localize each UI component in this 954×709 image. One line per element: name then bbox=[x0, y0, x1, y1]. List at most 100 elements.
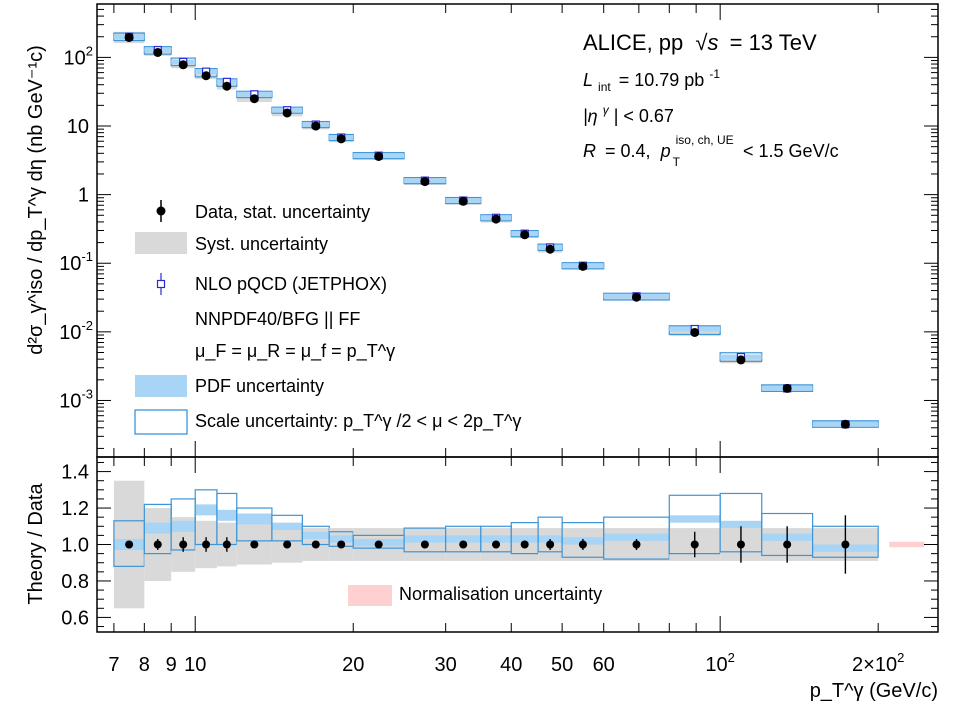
ratio-data-point bbox=[632, 540, 641, 549]
ratio-data-point bbox=[736, 540, 745, 549]
ratio-data-point bbox=[690, 540, 699, 549]
bottom-y-ticks: 0.6 0.8 1.0 1.2 1.4 bbox=[61, 462, 938, 629]
ratio-data-point bbox=[578, 540, 587, 549]
top-y-tick-label: 10 bbox=[67, 116, 89, 138]
bottom-y-tick-label: 1.4 bbox=[61, 462, 89, 484]
top-data-point bbox=[222, 81, 232, 91]
bottom-y-axis-label: Theory / Data bbox=[25, 483, 47, 605]
x-tick-label: 20 bbox=[342, 654, 364, 676]
info-eta-sup: γ bbox=[603, 103, 610, 117]
top-data-point bbox=[840, 419, 850, 429]
bottom-y-axis-title: Theory / Data bbox=[25, 483, 47, 605]
x-tick-label: 60 bbox=[593, 654, 615, 676]
norm-legend-swatch bbox=[348, 585, 392, 606]
info-eta-symbol: |η bbox=[583, 106, 598, 126]
info-block: ALICE, pp √s = 13 TeV L int = 10.79 pb -… bbox=[583, 30, 839, 170]
ratio-data-point bbox=[222, 540, 231, 549]
bottom-plot-frame bbox=[96, 456, 939, 633]
top-data-point bbox=[458, 196, 468, 206]
ratio-pdf-band bbox=[302, 531, 330, 540]
x-tick-label: 40 bbox=[500, 654, 522, 676]
legend: Data, stat. uncertainty Syst. uncertaint… bbox=[134, 200, 521, 435]
top-bands bbox=[113, 31, 879, 428]
info-eta-cut: | < 0.67 bbox=[614, 106, 674, 126]
top-data-point bbox=[545, 244, 555, 254]
x-tick-label: 2×102 bbox=[852, 650, 904, 676]
top-data-point bbox=[782, 383, 792, 393]
top-data-point bbox=[201, 71, 211, 81]
top-data-point bbox=[178, 60, 188, 70]
top-data-point bbox=[249, 94, 259, 104]
ratio-data-point bbox=[337, 540, 346, 549]
x-tick-label: 10 bbox=[184, 654, 206, 676]
ratio-pdf-band bbox=[445, 535, 481, 543]
legend-data-marker bbox=[156, 200, 166, 222]
top-y-tick-label: 10-2 bbox=[59, 318, 93, 344]
top-data-point bbox=[124, 32, 134, 42]
top-y-axis-label: d²σ_γ^iso / dp_T^γ dη (nb GeV⁻¹c) bbox=[25, 45, 47, 355]
info-pt-sup: iso, ch, UE bbox=[676, 133, 734, 147]
normalisation-box bbox=[889, 541, 925, 548]
ratio-data-point bbox=[250, 540, 259, 549]
info-lumi-value: = 10.79 pb bbox=[619, 70, 705, 90]
ratio-data-point bbox=[520, 540, 529, 549]
ratio-data-point bbox=[783, 540, 792, 549]
svg-text:|η γ | < 0.67: |η γ | < 0.67 bbox=[583, 98, 674, 126]
top-x-ticks bbox=[113, 4, 879, 457]
norm-legend-label: Normalisation uncertainty bbox=[399, 584, 602, 604]
top-y-ticks: 10-3 10-2 10-1 1 10 102 bbox=[59, 3, 938, 449]
ratio-pdf-band bbox=[480, 535, 512, 543]
legend-pdfset-label: NNPDF40/BFG || FF bbox=[195, 309, 360, 329]
ratio-data-point bbox=[841, 540, 850, 549]
info-sqrt-s: √s bbox=[695, 30, 718, 55]
svg-text:L int = 10.79: L int = 10.79 pb -1 bbox=[583, 67, 720, 95]
svg-text:ALICE, pp √s =: ALICE, pp √s = 13 TeV bbox=[583, 30, 817, 55]
top-data-point bbox=[374, 151, 384, 161]
top-data-point bbox=[578, 261, 588, 271]
legend-syst-swatch bbox=[135, 232, 187, 254]
ratio-data-point bbox=[153, 540, 162, 549]
ratio-pdf-band bbox=[720, 520, 762, 529]
ratio-data-point bbox=[283, 540, 292, 549]
info-lumi-symbol: L bbox=[583, 70, 593, 90]
bottom-points bbox=[125, 515, 850, 574]
top-y-tick-label: 10-3 bbox=[59, 386, 93, 412]
legend-syst-label: Syst. uncertainty bbox=[195, 234, 328, 254]
legend-pdf-label: PDF uncertainty bbox=[195, 376, 324, 396]
legend-scale-swatch bbox=[134, 409, 188, 435]
info-pt-sub: T bbox=[673, 155, 681, 169]
bottom-y-tick-label: 0.8 bbox=[61, 571, 89, 593]
top-data-point bbox=[631, 292, 641, 302]
ratio-data-point bbox=[374, 540, 383, 549]
ratio-pdf-band bbox=[216, 509, 237, 521]
x-tick-label: 50 bbox=[551, 654, 573, 676]
ratio-pdf-band bbox=[669, 515, 721, 523]
top-y-tick-label: 102 bbox=[64, 43, 93, 69]
top-points bbox=[124, 32, 850, 429]
top-data-point bbox=[491, 214, 501, 224]
top-data-point bbox=[736, 355, 746, 365]
top-y-axis-title: d²σ_γ^iso / dp_T^γ dη (nb GeV⁻¹c) bbox=[25, 45, 47, 355]
svg-text:R = 0.4, p: R = 0.4, p iso, ch, UE T < 1.5 GeV/c bbox=[583, 128, 839, 170]
bottom-y-tick-label: 1.0 bbox=[61, 535, 89, 557]
ratio-pdf-band bbox=[511, 535, 539, 543]
info-lumi-exp: -1 bbox=[709, 67, 720, 81]
x-tick-label: 9 bbox=[166, 654, 177, 676]
ratio-pdf-band bbox=[404, 535, 446, 543]
top-data-point bbox=[420, 177, 430, 187]
top-data-point bbox=[311, 121, 321, 131]
ratio-data-point bbox=[311, 540, 320, 549]
ratio-data-point bbox=[546, 540, 555, 549]
bottom-y-tick-label: 1.2 bbox=[61, 498, 89, 520]
ratio-data-point bbox=[459, 540, 468, 549]
ratio-pdf-band bbox=[603, 533, 670, 541]
info-energy: = 13 TeV bbox=[730, 30, 817, 55]
ratio-pdf-band bbox=[236, 513, 272, 525]
ratio-pdf-band bbox=[195, 504, 217, 516]
ratio-pdf-band bbox=[144, 522, 172, 534]
legend-nlo-marker bbox=[156, 273, 166, 295]
info-pt-symbol: p bbox=[660, 141, 671, 161]
ratio-data-point bbox=[420, 540, 429, 549]
info-r-value: = 0.4, bbox=[605, 141, 651, 161]
